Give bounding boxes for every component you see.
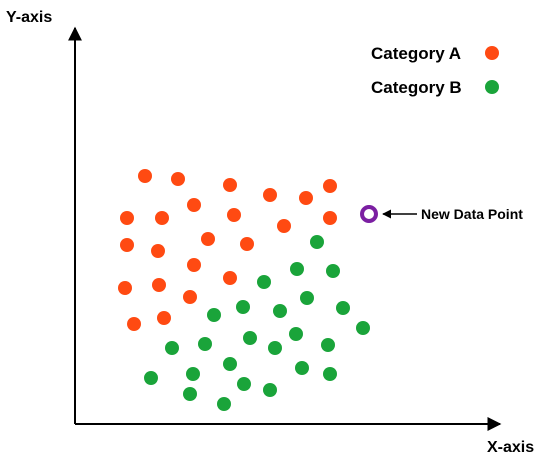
category-a-point	[120, 211, 134, 225]
category-a-point	[323, 179, 337, 193]
legend-marker-category-b	[485, 80, 499, 94]
category-b-point	[289, 327, 303, 341]
category-b-point	[356, 321, 370, 335]
category-a-point	[187, 198, 201, 212]
category-a-point	[201, 232, 215, 246]
category-a-point	[323, 211, 337, 225]
category-b-point	[183, 387, 197, 401]
category-b-point	[198, 337, 212, 351]
category-b-point	[310, 235, 324, 249]
category-b-point	[336, 301, 350, 315]
category-a-point	[157, 311, 171, 325]
category-b-point	[323, 367, 337, 381]
category-a-point	[151, 244, 165, 258]
legend: Category A Category B	[371, 44, 499, 97]
category-b-point	[295, 361, 309, 375]
category-a-point	[187, 258, 201, 272]
category-b-point	[273, 304, 287, 318]
category-a-point	[223, 271, 237, 285]
category-a-point	[138, 169, 152, 183]
category-a-point	[227, 208, 241, 222]
category-b-point	[321, 338, 335, 352]
new-data-point-label: New Data Point	[421, 206, 523, 222]
category-a-point	[171, 172, 185, 186]
series-category-b	[144, 235, 370, 411]
category-b-point	[186, 367, 200, 381]
new-data-point-marker	[360, 205, 378, 223]
category-a-point	[223, 178, 237, 192]
legend-label-category-b: Category B	[371, 78, 462, 97]
legend-label-category-a: Category A	[371, 44, 461, 63]
y-axis-label: Y-axis	[6, 9, 52, 26]
category-b-point	[300, 291, 314, 305]
category-a-point	[263, 188, 277, 202]
category-a-point	[155, 211, 169, 225]
category-b-point	[144, 371, 158, 385]
category-b-point	[290, 262, 304, 276]
category-b-point	[263, 383, 277, 397]
series-category-a	[118, 169, 337, 331]
category-a-point	[120, 238, 134, 252]
category-b-point	[207, 308, 221, 322]
category-b-point	[165, 341, 179, 355]
legend-marker-category-a	[485, 46, 499, 60]
category-b-point	[243, 331, 257, 345]
category-b-point	[326, 264, 340, 278]
category-b-point	[236, 300, 250, 314]
category-a-point	[183, 290, 197, 304]
category-a-point	[277, 219, 291, 233]
category-a-point	[299, 191, 313, 205]
category-a-point	[152, 278, 166, 292]
new-data-point-annotation: New Data Point	[360, 205, 523, 223]
category-a-point	[118, 281, 132, 295]
category-b-point	[217, 397, 231, 411]
category-a-point	[127, 317, 141, 331]
x-axis-label: X-axis	[487, 439, 534, 456]
category-b-point	[237, 377, 251, 391]
category-a-point	[240, 237, 254, 251]
category-b-point	[223, 357, 237, 371]
category-b-point	[257, 275, 271, 289]
category-b-point	[268, 341, 282, 355]
